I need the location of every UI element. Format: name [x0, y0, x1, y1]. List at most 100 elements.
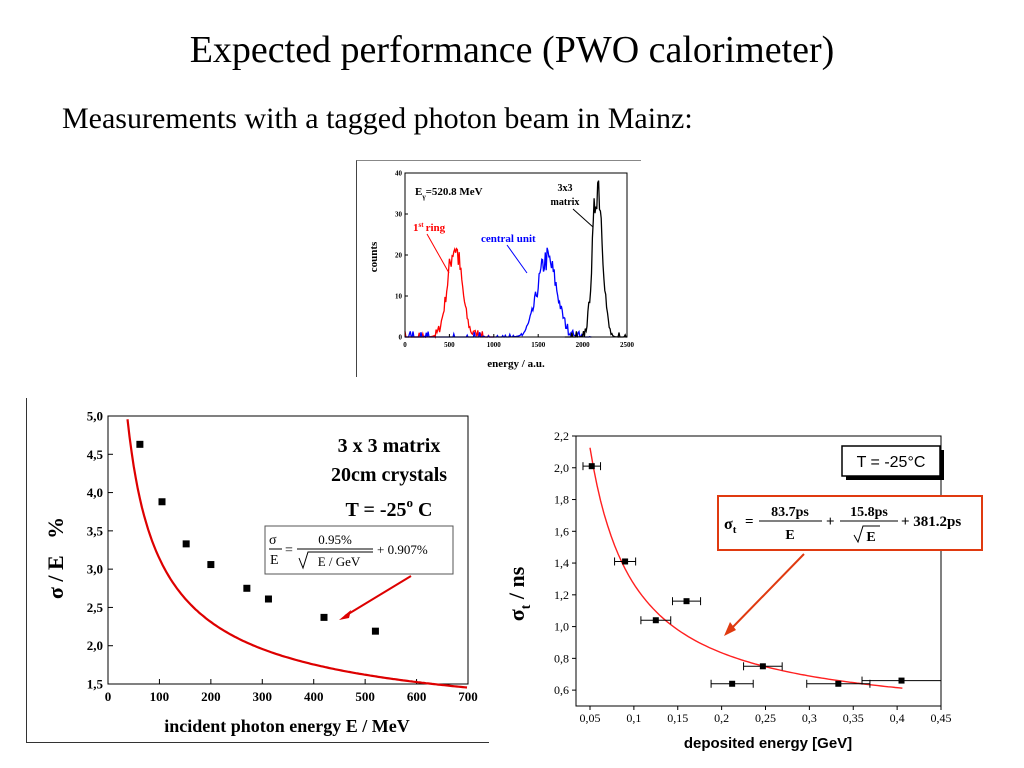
timing-y-label: σt / ns [504, 566, 534, 621]
timing-y-tick-label: 1,0 [554, 620, 569, 634]
energy-resolution-chart: 0 100 200 300 400 500 600 700 1,5 2,0 2,5 3,0 3,5 4,0… [43, 409, 478, 737]
timing-x-tick-label: 0,05 [580, 711, 601, 725]
resolution-formula-numerator: 0.95% [318, 532, 352, 547]
resolution-x-tick-label: 600 [407, 689, 427, 704]
resolution-formula-denominator: E / GeV [318, 554, 361, 569]
timing-plot-frame [575, 435, 942, 707]
spectrum-central-arrow [506, 244, 528, 274]
spectrum-series-line [404, 246, 494, 339]
resolution-y-tick-label: 3,0 [87, 562, 103, 577]
timing-y-tick-label: 1,2 [554, 588, 569, 602]
slide-subtitle: Measurements with a tagged photon beam i… [62, 102, 693, 135]
spectrum-x-tick-label: 1000 [487, 341, 502, 349]
timing-y-tick-label: 1,4 [554, 556, 569, 570]
spectrum-x-label: energy / a.u. [487, 358, 545, 370]
resolution-x-tick-label: 300 [253, 689, 272, 704]
timing-data-point [835, 680, 842, 687]
resolution-data-point [320, 613, 328, 621]
resolution-x-tick-label: 400 [304, 689, 324, 704]
spectrum-y-tick-label: 30 [395, 211, 403, 219]
timing-data-point [588, 463, 595, 470]
resolution-y-tick-label: 4,5 [87, 447, 104, 462]
resolution-y-tick-label: 4,0 [87, 485, 103, 500]
resolution-formula-arrow [344, 575, 412, 617]
spectrum-x-tick-label: 500 [444, 341, 455, 349]
spectrum-y-label: counts [368, 241, 380, 272]
resolution-y-tick-label: 3,5 [87, 523, 104, 538]
timing-formula-plus: + [826, 514, 835, 530]
resolution-fit-curve [126, 419, 468, 689]
timing-x-tick-label: 0,15 [667, 711, 688, 725]
timing-formula-den2: E [866, 530, 875, 545]
energy-spectrum-chart: 0 500 1000 1500 2000 2500 0 10 20 30 40 counts ene… [368, 170, 635, 371]
resolution-x-label: incident photon energy E / MeV [164, 716, 410, 736]
resolution-data-point [243, 584, 251, 592]
resolution-matrix-annotation: 3 x 3 matrix [338, 435, 441, 457]
spectrum-matrix-label-line1: 3x3 [558, 183, 573, 194]
resolution-plot-frame [107, 415, 469, 685]
timing-data-point [759, 663, 766, 670]
resolution-crystals-annotation: 20cm crystals [331, 464, 447, 486]
spectrum-y-tick-label: 20 [395, 252, 403, 260]
spectrum-series-line [405, 247, 592, 339]
timing-formula-num2: 15.8ps [850, 505, 888, 520]
resolution-x-tick-label: 200 [201, 689, 221, 704]
timing-x-tick-label: 0,25 [755, 711, 776, 725]
timing-formula-constant: + 381.2ps [901, 514, 961, 530]
timing-x-tick-label: 0,35 [843, 711, 864, 725]
spectrum-ring-arrow [426, 233, 450, 274]
spectrum-matrix-arrow [572, 208, 594, 228]
resolution-data-point [264, 595, 272, 603]
timing-y-tick-label: 1,8 [554, 493, 569, 507]
resolution-x-tick-label: 0 [105, 689, 112, 704]
timing-data-point [652, 617, 659, 624]
resolution-data-point [182, 540, 190, 548]
timing-formula-num1: 83.7ps [771, 505, 809, 520]
resolution-arrow-head [339, 610, 351, 620]
timing-x-label: deposited energy [GeV] [684, 735, 852, 752]
timing-y-tick-label: 1,6 [554, 524, 569, 538]
timing-x-tick-label: 0,45 [931, 711, 952, 725]
timing-formula-box: σt = 83.7ps E + 15.8ps E + 381.2ps [717, 495, 983, 551]
spectrum-x-tick-label: 0 [403, 341, 407, 349]
spectrum-central-label: central unit [481, 233, 536, 245]
spectrum-axes: 0 500 1000 1500 2000 2500 0 10 20 30 40 [395, 170, 635, 350]
slide-title: Expected performance (PWO calorimeter) [189, 29, 835, 71]
timing-axes: 0,05 0,1 0,15 0,2 0,25 0,3 0,35 0,4 0,45 0,6 0,8 1,… [554, 429, 952, 725]
spectrum-series-group [404, 180, 627, 339]
resolution-data-point [158, 498, 166, 506]
timing-fit-curve [589, 447, 903, 689]
timing-data-point [683, 598, 690, 605]
resolution-axes: 0 100 200 300 400 500 600 700 1,5 2,0 2,5 3,0 3,5 4,0… [87, 409, 478, 705]
timing-resolution-panel: 0,05 0,1 0,15 0,2 0,25 0,3 0,35 0,4 0,45 0,6 0,8 1,… [504, 404, 983, 764]
timing-formula-eq: = [745, 514, 754, 530]
resolution-x-tick-label: 700 [458, 689, 478, 704]
spectrum-x-tick-label: 2000 [576, 341, 591, 349]
timing-formula-sigma: σt [724, 516, 737, 536]
timing-formula-arrow [729, 553, 805, 631]
resolution-y-label: σ / E % [43, 517, 68, 599]
timing-data-point [729, 680, 736, 687]
timing-arrow-head [724, 622, 736, 636]
spectrum-ring-label: 1st ring [413, 221, 446, 234]
timing-data-point [898, 677, 905, 684]
resolution-x-tick-label: 100 [150, 689, 170, 704]
timing-temperature-text: T = -25°C [857, 454, 926, 471]
resolution-formula-constant: + 0.907% [377, 542, 428, 557]
resolution-x-tick-label: 500 [355, 689, 375, 704]
spectrum-x-tick-label: 2500 [620, 341, 635, 349]
resolution-data-point [136, 440, 144, 448]
timing-data-point [622, 558, 629, 565]
timing-x-tick-label: 0,3 [802, 711, 817, 725]
timing-x-tick-label: 0,2 [714, 711, 729, 725]
resolution-formula-E: E [270, 553, 279, 568]
energy-resolution-panel: 0 100 200 300 400 500 600 700 1,5 2,0 2,5 3,0 3,5 4,0… [26, 398, 489, 743]
timing-y-tick-label: 0,8 [554, 651, 569, 665]
timing-x-tick-label: 0,4 [890, 711, 905, 725]
timing-y-tick-label: 2,2 [554, 429, 569, 443]
resolution-data-point [207, 561, 215, 569]
timing-x-tick-label: 0,1 [626, 711, 641, 725]
resolution-temperature-annotation: T = -25o C [346, 495, 433, 521]
resolution-y-tick-label: 5,0 [87, 409, 103, 424]
timing-temperature-box: T = -25°C [841, 445, 944, 480]
